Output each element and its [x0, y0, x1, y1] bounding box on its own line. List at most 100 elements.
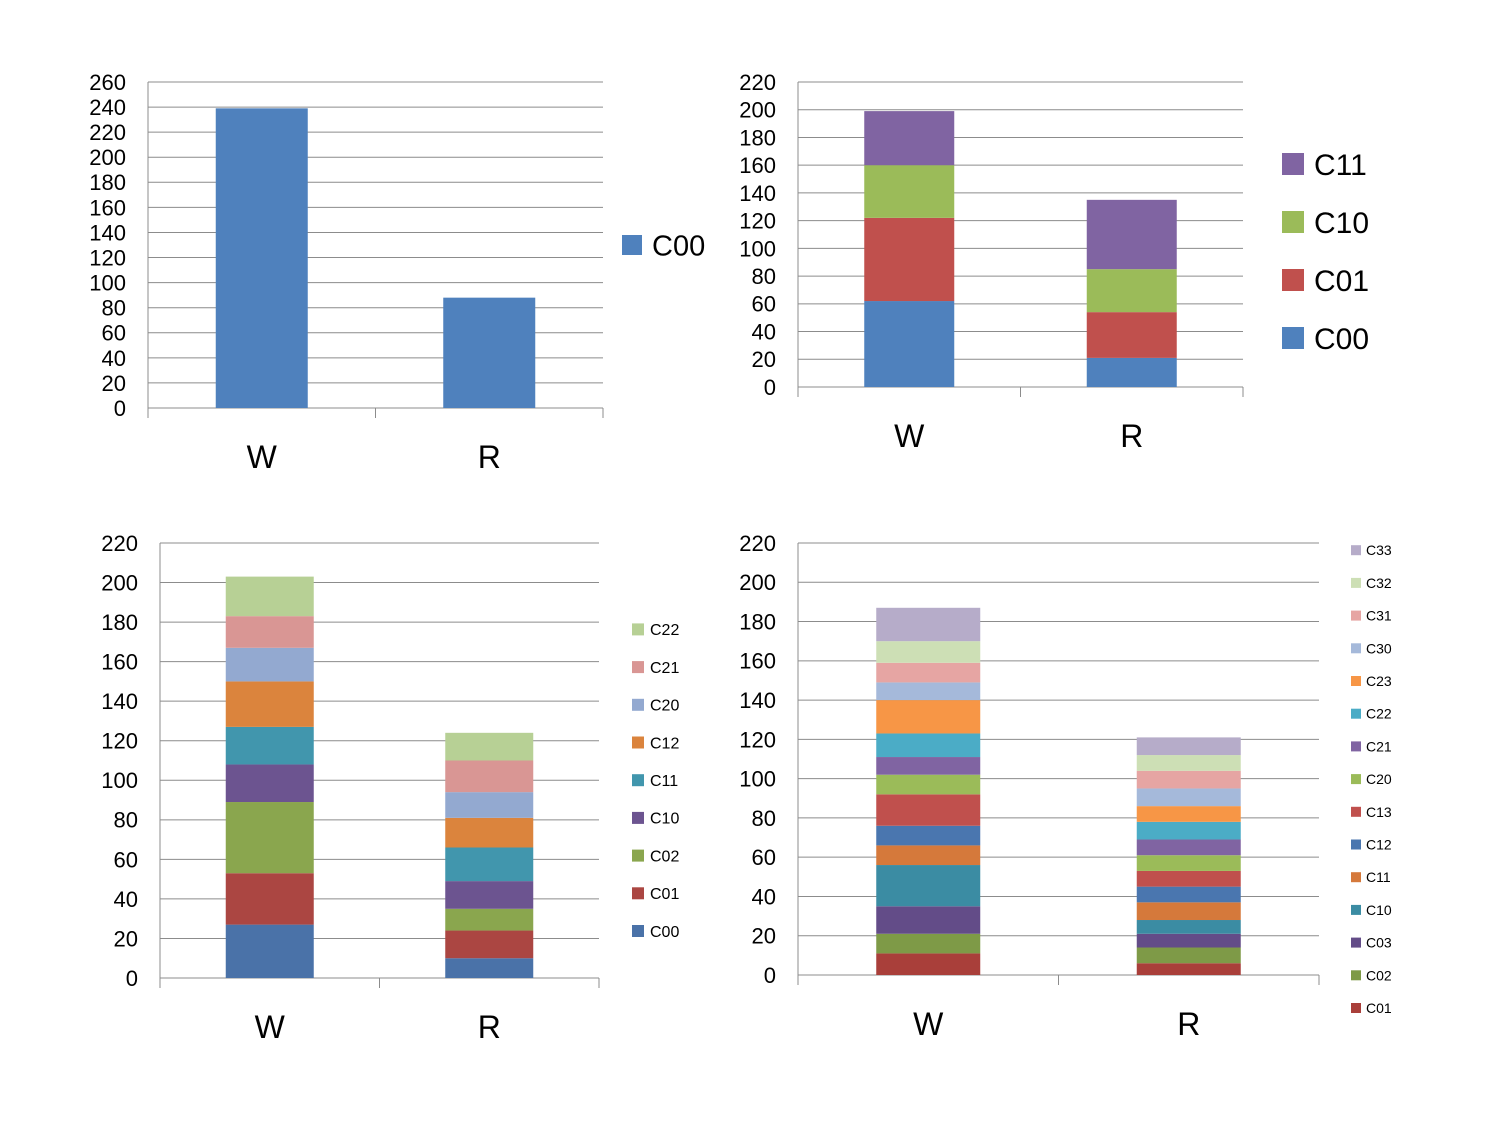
- bar-w-c20[interactable]: [225, 647, 314, 682]
- legend-label-c01: C01: [1366, 1000, 1392, 1016]
- bar-r-c01[interactable]: [1086, 312, 1177, 358]
- bar-r-c10[interactable]: [1136, 920, 1241, 934]
- bar-w-c32[interactable]: [876, 641, 981, 663]
- bar-w-c02[interactable]: [225, 802, 314, 874]
- bar-w-c30[interactable]: [876, 682, 981, 701]
- bar-r-c31[interactable]: [1136, 770, 1241, 789]
- y-tick-label: 40: [114, 887, 138, 912]
- y-tick-label: 20: [102, 371, 126, 396]
- legend-swatch-c21: [1351, 741, 1361, 752]
- bar-r-c11[interactable]: [445, 847, 534, 882]
- bar-w-c10[interactable]: [225, 764, 314, 803]
- y-tick-label: 160: [89, 195, 126, 220]
- y-tick-label: 0: [764, 963, 776, 988]
- legend-swatch-c00: [622, 235, 642, 255]
- legend-swatch-c03: [1351, 937, 1361, 948]
- legend-swatch-c12: [1351, 839, 1361, 850]
- bar-w-c00[interactable]: [864, 301, 955, 387]
- bar-w-c11[interactable]: [876, 845, 981, 866]
- y-tick-label: 100: [739, 767, 776, 792]
- bar-w-c03[interactable]: [876, 906, 981, 934]
- y-tick-label: 40: [102, 346, 126, 371]
- bar-w-c10[interactable]: [876, 865, 981, 907]
- legend-label-c21: C21: [650, 660, 679, 677]
- bar-r-c02[interactable]: [445, 908, 534, 931]
- bar-w-c02[interactable]: [876, 933, 981, 954]
- bar-r-c12[interactable]: [1136, 886, 1241, 903]
- bar-w-c23[interactable]: [876, 700, 981, 734]
- bar-r-c00[interactable]: [445, 958, 534, 978]
- bar-w-c21[interactable]: [225, 616, 314, 648]
- bar-r-c02[interactable]: [1136, 947, 1241, 964]
- legend-swatch-c02: [1351, 970, 1361, 981]
- bar-r-c20[interactable]: [445, 792, 534, 818]
- chart-4: 0 20 40 60 80 100 120 140 160 180 200 220 W R C01 C02 C0…: [739, 531, 1392, 1042]
- bar-w-c00[interactable]: [225, 924, 314, 978]
- bar-r-c03[interactable]: [1136, 933, 1241, 948]
- legend-swatch-c21: [632, 661, 644, 674]
- legend-label-c01: C01: [650, 886, 679, 903]
- bar-r-c22[interactable]: [445, 732, 534, 761]
- bar-r-c13[interactable]: [1136, 870, 1241, 887]
- x-category-label: W: [247, 439, 278, 475]
- legend-swatch-c11: [632, 774, 644, 787]
- y-tick-label: 160: [739, 649, 776, 674]
- legend-swatch-c02: [632, 849, 644, 862]
- x-category-label: W: [255, 1009, 286, 1045]
- bar-w-c00[interactable]: [215, 108, 308, 408]
- bar-r-c00[interactable]: [1086, 357, 1177, 387]
- bar-w-c22[interactable]: [876, 733, 981, 758]
- bar-r-c01[interactable]: [1136, 963, 1241, 975]
- legend-swatch-c13: [1351, 806, 1361, 817]
- bar-r-c23[interactable]: [1136, 806, 1241, 822]
- bar-w-c12[interactable]: [225, 681, 314, 727]
- legend-swatch-c10: [1351, 904, 1361, 915]
- legend-label-c20: C20: [1366, 771, 1392, 787]
- y-tick-label: 20: [114, 926, 138, 951]
- bar-r-c22[interactable]: [1136, 821, 1241, 840]
- bar-r-c21[interactable]: [1136, 839, 1241, 856]
- bar-r-c01[interactable]: [445, 930, 534, 959]
- legend-label-c10: C10: [650, 811, 679, 828]
- bar-r-c11[interactable]: [1136, 902, 1241, 921]
- x-category-label: R: [1177, 1006, 1200, 1042]
- x-category-label: R: [1120, 418, 1143, 454]
- legend-label-c10: C10: [1366, 902, 1392, 918]
- bar-w-c20[interactable]: [876, 774, 981, 795]
- y-tick-label: 180: [739, 609, 776, 634]
- bar-r-c10[interactable]: [1086, 269, 1177, 313]
- y-tick-label: 120: [89, 245, 126, 270]
- bar-r-c32[interactable]: [1136, 755, 1241, 771]
- y-tick-label: 20: [752, 347, 776, 372]
- bar-w-c21[interactable]: [876, 757, 981, 775]
- legend-swatch-c31: [1351, 610, 1361, 621]
- bar-w-c12[interactable]: [876, 825, 981, 846]
- bar-r-c20[interactable]: [1136, 855, 1241, 871]
- legend-swatch-c01: [632, 887, 644, 900]
- y-tick-label: 140: [101, 689, 138, 714]
- bar-w-c01[interactable]: [225, 873, 314, 925]
- legend-swatch-c11: [1282, 153, 1304, 175]
- y-tick-label: 160: [101, 650, 138, 675]
- bar-r-c11[interactable]: [1086, 199, 1177, 270]
- bar-w-c10[interactable]: [864, 165, 955, 218]
- y-tick-label: 60: [752, 292, 776, 317]
- bar-w-c33[interactable]: [876, 607, 981, 642]
- bar-w-c11[interactable]: [864, 111, 955, 166]
- bar-w-c22[interactable]: [225, 576, 314, 617]
- bar-r-c30[interactable]: [1136, 788, 1241, 807]
- bar-r-c10[interactable]: [445, 881, 534, 909]
- bar-w-c11[interactable]: [225, 726, 314, 765]
- legend-label-c01: C01: [1314, 265, 1369, 298]
- bar-r-c33[interactable]: [1136, 737, 1241, 756]
- y-tick-label: 260: [89, 70, 126, 95]
- bar-w-c01[interactable]: [864, 217, 955, 302]
- y-tick-label: 0: [114, 396, 126, 421]
- bar-w-c01[interactable]: [876, 953, 981, 975]
- bar-r-c21[interactable]: [445, 760, 534, 793]
- bar-w-c31[interactable]: [876, 662, 981, 683]
- bar-r-c00[interactable]: [443, 297, 536, 408]
- bar-r-c12[interactable]: [445, 817, 534, 848]
- bar-w-c13[interactable]: [876, 794, 981, 826]
